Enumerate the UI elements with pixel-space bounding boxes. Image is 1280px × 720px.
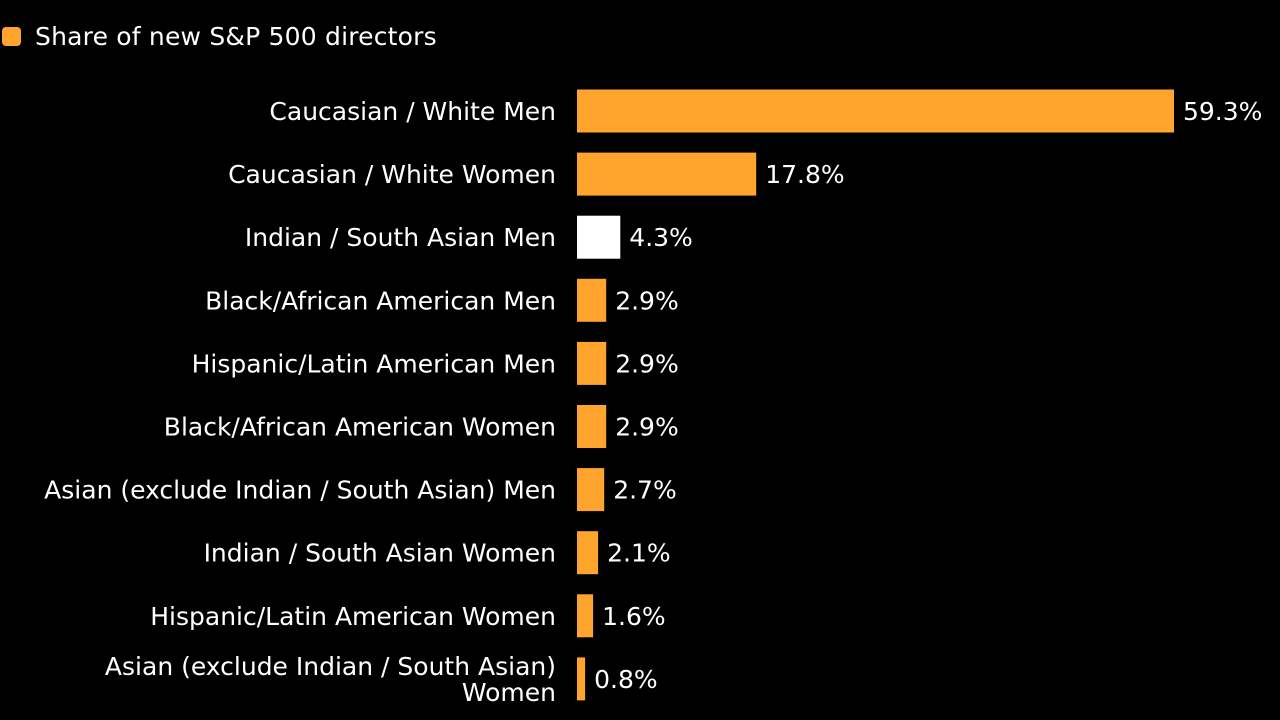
value-label: 2.7%: [613, 476, 677, 505]
value-label: 2.9%: [615, 286, 679, 315]
bar-1: [577, 152, 757, 196]
bar-2: [577, 215, 621, 259]
bar-9: [577, 657, 586, 701]
legend-swatch: [2, 27, 21, 46]
category-label: Caucasian / White Men: [269, 97, 556, 126]
value-label: 2.1%: [607, 539, 671, 568]
category-label: Black/African American Men: [205, 286, 556, 315]
value-label: 59.3%: [1183, 97, 1262, 126]
value-label: 0.8%: [594, 665, 658, 694]
category-label: Hispanic/Latin American Women: [150, 602, 556, 631]
bar-5: [577, 405, 607, 448]
category-label: Black/African American Women: [164, 413, 556, 442]
legend: Share of new S&P 500 directors: [2, 22, 437, 51]
value-label: 17.8%: [765, 160, 844, 189]
bar-6: [577, 468, 605, 512]
category-label: Asian (exclude Indian / South Asian) Wome…: [105, 652, 556, 707]
bar-3: [577, 278, 607, 322]
legend-label: Share of new S&P 500 directors: [35, 22, 437, 51]
value-label: 2.9%: [615, 413, 679, 442]
value-label: 4.3%: [629, 223, 693, 252]
category-label: Indian / South Asian Men: [245, 223, 556, 252]
category-label: Hispanic/Latin American Men: [192, 349, 556, 378]
category-label: Indian / South Asian Women: [204, 539, 556, 568]
bar-4: [577, 341, 607, 385]
bar-8: [577, 594, 594, 638]
bar-0: [577, 89, 1174, 133]
value-label: 1.6%: [602, 602, 666, 631]
category-label: Asian (exclude Indian / South Asian) Men: [44, 476, 556, 505]
category-label: Caucasian / White Women: [228, 160, 556, 189]
value-label: 2.9%: [615, 349, 679, 378]
bar-7: [577, 531, 599, 575]
